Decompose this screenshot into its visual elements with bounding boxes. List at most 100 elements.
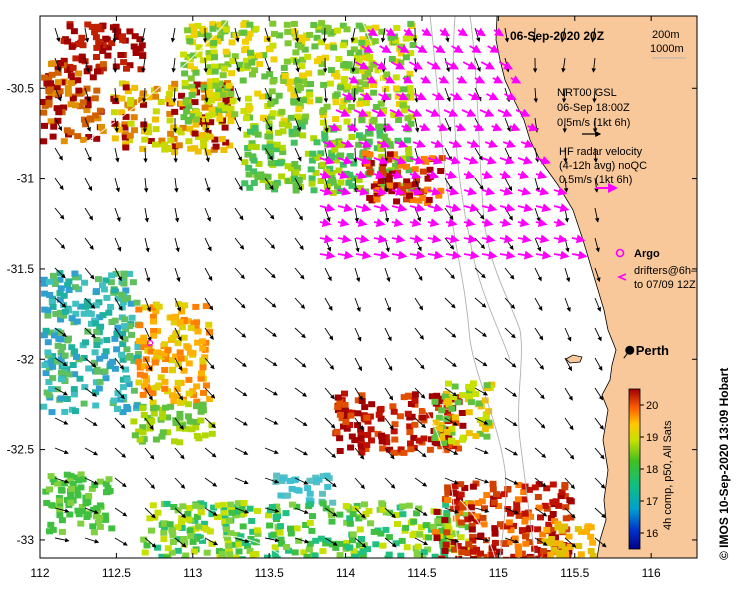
wind-arrow [54,87,62,102]
sst-pixel [305,70,313,77]
sst-pixel [201,120,208,127]
sst-pixel [45,99,53,106]
radar-arrow [427,250,444,260]
sst-pixel [140,536,148,543]
sst-pixel [404,392,412,399]
sst-pixel [139,405,147,412]
sst-pixel [266,522,274,529]
radar-arrow [391,155,407,165]
wind-arrow [84,267,95,280]
sst-pixel [42,370,50,377]
wind-arrow [204,177,211,193]
sst-pixel [88,23,96,30]
wind-arrow [264,537,280,543]
sst-pixel [202,124,210,131]
sst-pixel [200,143,208,150]
sst-pixel [65,278,73,285]
sst-pixel [238,556,246,558]
sst-pixel [166,117,174,124]
sst-pixel [183,558,190,564]
sst-pixel [392,85,400,92]
sst-pixel [437,443,445,450]
sst-pixel [339,22,347,29]
sst-pixel [445,442,453,449]
wind-arrow [84,117,91,132]
sst-pixel [361,74,369,81]
sst-pixel [206,91,214,98]
sst-pixel [154,328,161,335]
wind-arrow [504,507,519,515]
sst-pixel [188,92,196,98]
sst-pixel [273,141,281,148]
wind-arrow [234,417,248,426]
sst-pixel [465,430,473,437]
sst-pixel [102,277,110,284]
sst-pixel [131,84,139,91]
sst-pixel [149,390,157,397]
wind-arrow [384,507,396,519]
sst-pixel [205,321,213,328]
sst-pixel [438,555,446,558]
sst-pixel [548,536,556,542]
radar-arrow [373,203,390,213]
sst-pixel [362,100,370,107]
sst-pixel [122,113,130,120]
sst-pixel [375,411,383,418]
sst-pixel [288,128,296,135]
wind-arrow [414,447,427,458]
wind-arrow [204,267,213,281]
radar-arrow [463,155,479,165]
sst-pixel [343,26,351,33]
sst-pixel [77,484,85,491]
wind-arrow [444,537,460,543]
sst-pixel [323,472,331,479]
sst-pixel [119,36,127,43]
wind-arrow [234,447,249,455]
sst-pixel [407,440,414,447]
sst-pixel [70,386,78,393]
sst-pixel [197,504,205,511]
sst-pixel [136,45,144,52]
sst-pixel [121,121,129,128]
wind-arrow [474,537,490,543]
sst-pixel [346,506,354,513]
sst-pixel [543,485,551,492]
sst-pixel [227,118,235,125]
sst-pixel [403,196,410,203]
sst-pixel [160,350,168,357]
sst-pixel [309,150,317,157]
sst-pixel [129,279,137,286]
sst-pixel [180,536,188,542]
sst-pixel [470,556,477,558]
sst-pixel [483,553,491,558]
sst-pixel [119,376,127,383]
wind-arrow [324,267,332,282]
sst-pixel [241,20,249,27]
wind-arrow [114,207,121,223]
sst-pixel [405,167,413,174]
sst-pixel [98,123,105,130]
wind-arrow [564,297,571,312]
wind-arrow [294,507,309,514]
sst-pixel [173,386,181,393]
sst-pixel [284,40,292,47]
sst-pixel [184,318,192,325]
wind-arrow [534,387,545,400]
sst-pixel [400,449,408,456]
sst-pixel [140,412,148,418]
sst-pixel [441,557,448,558]
sst-pixel [71,348,79,355]
sst-pixel [157,99,165,105]
wind-arrow [114,357,125,370]
sst-pixel [442,501,450,508]
sst-pixel [318,20,326,27]
sst-pixel [136,371,144,378]
sst-pixel [168,528,176,535]
argo-legend-label: Argo [634,248,660,260]
wind-arrow [414,507,428,516]
sst-pixel [195,523,203,530]
y-axis: -30.5-31-31.5-32-32.5-33 [7,81,697,547]
sst-pixel [190,391,198,398]
sst-pixel [80,310,88,317]
radar-arrow [469,44,482,54]
